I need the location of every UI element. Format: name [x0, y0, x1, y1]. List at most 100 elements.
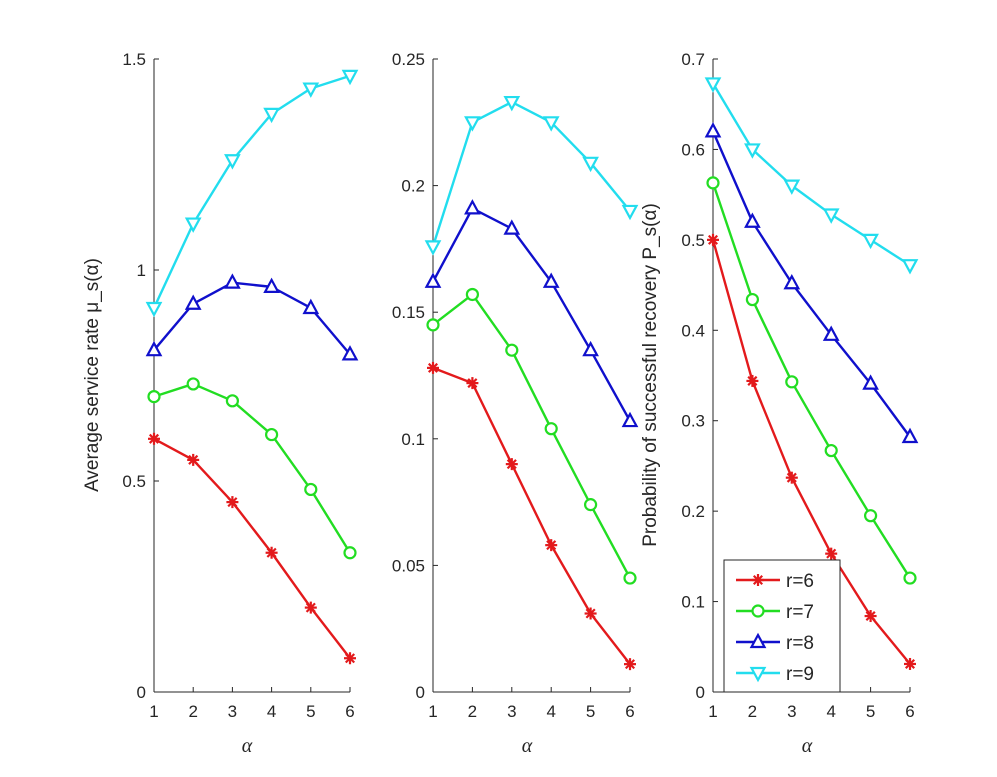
panel-2: 0 0.05 0.1 0.15 0.2 0.25 1 2 3 4 5 6 [392, 50, 639, 721]
panel-1-series-r=7-point [186, 377, 200, 391]
panel-1-series-r=8-point [145, 340, 163, 357]
panel-3-series-r=8-line [711, 130, 911, 438]
panel-1-series-r=8-point [302, 298, 320, 315]
panel-3-xtick-label: 4 [826, 702, 835, 721]
panel-3-series-r=6-point [707, 233, 719, 246]
panel-2-series-r=8-point [621, 411, 639, 428]
panel-3-ytick-label: 0.5 [681, 231, 705, 250]
panel-1-xtick-label: 1 [149, 702, 158, 721]
panel-1-series-r=6-point [265, 546, 278, 559]
panel-3-series-r=7-line [711, 182, 912, 579]
panel-2-ytick-label: 0.25 [392, 50, 425, 69]
panel-1-series-r=9-point [224, 154, 241, 170]
panel-3-xtick-label: 5 [866, 702, 875, 721]
panel-2-series-r=6-line [432, 366, 631, 665]
panel-1-series-r=6-point [148, 432, 160, 445]
panel-1-series-r=7-point [343, 546, 357, 560]
panel-3-series-r=6-point [785, 471, 798, 484]
panel-3-xtick-label: 2 [748, 702, 757, 721]
panel-1-series-r=9-point [341, 69, 359, 86]
panel-2-series-r=9-point [621, 204, 639, 221]
panel-2-series-r=8-line [431, 207, 632, 422]
panel-3-series-r=7-point [824, 443, 838, 458]
legend-entry-r=7-marker [751, 604, 765, 618]
panel-1-series-r=7-point [304, 482, 318, 497]
panel-3-series-r=7-point [745, 292, 760, 307]
panel-1-series-r=6-point [226, 496, 239, 509]
panel-1-series-r=7-point [225, 394, 239, 408]
panel-2-series-r=9-point [582, 156, 599, 173]
panel-2-series-r=6-point [624, 658, 636, 671]
panel-1-xtick-label: 6 [345, 702, 354, 721]
panel-3-series-r=8-point [862, 374, 879, 390]
legend-entry-r=6-label: r=6 [786, 571, 814, 592]
panel-3-series-r=8-point [704, 122, 722, 138]
panel-2-series-r=9-point [424, 240, 442, 256]
panel-3-series-r=6-point [864, 610, 877, 623]
panel-3-series-r=9-point [704, 77, 722, 93]
panel-3-xtick-label: 3 [787, 702, 796, 721]
panel-3-xtick-label: 1 [708, 702, 717, 721]
panel-1-series-r=6-line [153, 437, 351, 659]
legend-entry-r=8-marker [749, 632, 767, 649]
panel-1-series-r=8-line [153, 281, 351, 356]
panel-3-series-r=8-point [901, 427, 919, 444]
panel-3-ytick-label: 0.4 [681, 321, 705, 340]
panel-1-ytick-label: 1.5 [122, 50, 146, 69]
panel-2-ytick-label: 0.2 [401, 177, 425, 196]
panel-3-ytick-label: 0.7 [681, 50, 705, 69]
panel-3-xtick-label: 6 [905, 702, 914, 721]
panel-2-series-r=7-point [465, 287, 479, 302]
legend: r=6 r=7 r=8 r=9 [723, 559, 841, 693]
panel-1-ytick-label: 0 [137, 683, 146, 702]
panel-1-series-r=6-point [344, 652, 356, 665]
legend-entry-r=8-label: r=8 [786, 633, 814, 654]
panel-3-series-r=6-line [711, 239, 911, 665]
panel-2-series-r=7-line [432, 293, 632, 579]
panel-1-series-r=8-point [341, 345, 359, 361]
panel-1-series-r=9-line [152, 74, 351, 309]
panel-2-series-r=6-point [427, 361, 439, 374]
panel-1-series-r=9-point [263, 107, 280, 124]
legend-box [723, 559, 841, 693]
panel-1-series-r=8-point [224, 273, 241, 289]
panel-2-ytick-label: 0.1 [401, 430, 425, 449]
panel-2-ytick-label: 0.15 [392, 303, 425, 322]
panel-3-ytick-label: 0.6 [681, 140, 705, 159]
panel-3-series-r=7-point [863, 509, 878, 523]
panel-1-xlabel: α [242, 735, 253, 757]
panel-3-xlabel: α [802, 735, 813, 757]
panel-1-series-r=6-point [304, 601, 317, 614]
panel-2-ytick-label: 0.05 [392, 556, 425, 575]
panel-3-series-r=9-line [711, 82, 911, 267]
panel-3-series-r=7-point [706, 176, 720, 190]
panel-2-series-r=8-point [464, 199, 481, 215]
panel-2-series-r=6-point [466, 377, 479, 390]
panel-1-series-r=8-point [263, 277, 280, 293]
legend-entry-r=9-label: r=9 [786, 664, 814, 685]
panel-2-series-r=7-point [583, 498, 598, 512]
panel-3-series-r=8-point [822, 325, 840, 341]
panel-1-series-r=9-point [184, 217, 202, 233]
panel-2-series-r=7-point [505, 343, 519, 357]
panel-2-xtick-label: 6 [625, 702, 634, 721]
panel-2-series-r=6-point [584, 607, 597, 620]
panel-2-series-r=9-line [431, 100, 631, 247]
panel-1-xtick-label: 2 [188, 702, 197, 721]
panel-3-series-r=9-point [744, 143, 761, 159]
panel-2-xtick-label: 5 [586, 702, 595, 721]
legend-entry-r=6-marker [752, 574, 764, 586]
panel-3: 0 0.1 0.2 0.3 0.4 0.5 0.6 0.7 1 2 3 4 5 6 r=6 r=7 r=8 r=9 [681, 50, 919, 721]
panel-1-series-r=8-point [184, 294, 202, 310]
panel-2-xlabel: α [522, 735, 533, 757]
panel-3-ytick-label: 0.2 [681, 502, 705, 521]
panel-1-series-r=9-point [302, 82, 320, 98]
panel-2-series-r=9-point [542, 116, 560, 132]
panel-1-series-r=6-point [187, 453, 200, 466]
panel-1-ylabel: Average service rate μ_s(α) [82, 258, 103, 492]
panel-1-ytick-label: 1 [137, 261, 146, 280]
panel-1-series-r=7-point [147, 390, 161, 404]
panel-3-ytick-label: 0.1 [681, 593, 705, 612]
panel-2-series-r=8-point [424, 272, 442, 288]
